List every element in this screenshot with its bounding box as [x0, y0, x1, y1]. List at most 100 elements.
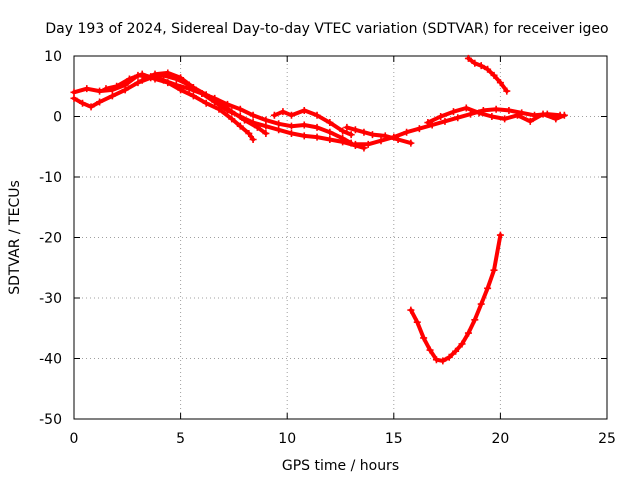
- x-tick-label: 10: [278, 431, 296, 447]
- data-point: [403, 128, 411, 136]
- data-point: [70, 94, 78, 102]
- data-point: [177, 86, 185, 94]
- data-point: [351, 140, 359, 148]
- series-track-j: [407, 231, 504, 365]
- data-point: [300, 106, 308, 114]
- data-point: [413, 318, 421, 326]
- data-point: [339, 134, 347, 142]
- series-track-d: [138, 69, 270, 137]
- y-tick-label: -50: [39, 412, 62, 428]
- data-point: [526, 117, 534, 125]
- data-point: [96, 87, 104, 95]
- data-point: [177, 74, 185, 82]
- data-point: [377, 137, 385, 145]
- data-point: [492, 105, 500, 113]
- data-point: [313, 123, 321, 131]
- data-point: [351, 126, 359, 134]
- data-point: [215, 105, 223, 113]
- data-point: [326, 128, 334, 136]
- data-point: [445, 353, 453, 361]
- data-point: [471, 59, 479, 67]
- data-point: [96, 98, 104, 106]
- data-point: [313, 111, 321, 119]
- data-point: [437, 113, 445, 120]
- data-point: [368, 131, 376, 139]
- y-tick-label: 10: [44, 49, 62, 65]
- data-point: [87, 103, 95, 111]
- data-point: [464, 54, 472, 62]
- data-point: [420, 334, 428, 342]
- data-point: [83, 85, 91, 93]
- data-point: [151, 70, 159, 78]
- data-point: [449, 108, 457, 116]
- series-track-i: [464, 54, 511, 95]
- x-axis-label: GPS time / hours: [282, 458, 399, 474]
- data-point: [249, 135, 257, 143]
- data-point: [484, 284, 492, 292]
- chart-title: Day 193 of 2024, Sidereal Day-to-day VTE…: [45, 21, 608, 37]
- data-point: [70, 88, 78, 96]
- data-point: [189, 83, 197, 91]
- x-tick-label: 25: [598, 431, 616, 447]
- y-tick-label: -10: [39, 170, 62, 186]
- data-point: [326, 119, 334, 127]
- data-point: [300, 132, 308, 140]
- data-point: [496, 231, 504, 239]
- data-point: [164, 79, 172, 87]
- data-point: [339, 127, 347, 135]
- data-point: [262, 116, 270, 124]
- x-tick-label: 0: [70, 431, 79, 447]
- data-point: [490, 266, 498, 274]
- x-tick-label: 5: [176, 431, 185, 447]
- data-point: [488, 113, 496, 120]
- x-tick-label: 20: [491, 431, 509, 447]
- data-point: [513, 111, 521, 119]
- y-axis-label: SDTVAR / TECUs: [7, 180, 23, 295]
- data-point: [477, 300, 485, 308]
- data-point: [164, 69, 172, 77]
- data-point: [360, 128, 368, 136]
- series-line: [425, 106, 567, 125]
- data-point: [426, 346, 434, 354]
- data-point: [249, 111, 257, 119]
- data-point: [452, 347, 460, 355]
- data-point: [134, 79, 142, 87]
- data-point: [279, 108, 287, 116]
- data-point: [441, 117, 449, 125]
- x-tick-label: 15: [385, 431, 403, 447]
- data-point: [439, 357, 447, 365]
- data-point: [347, 131, 355, 139]
- y-tick-label: -30: [39, 291, 62, 307]
- data-point: [407, 306, 415, 314]
- axis-ticks: 0 5 10 15 20 25 -50 -40 -30 -20 -10 0 10: [39, 49, 616, 447]
- y-tick-label: 0: [53, 110, 62, 126]
- data-point: [471, 316, 479, 324]
- data-point: [424, 119, 432, 127]
- data-point: [228, 115, 236, 123]
- data-point: [262, 122, 270, 130]
- data-point: [503, 87, 511, 95]
- data-point: [202, 91, 210, 99]
- data-point: [270, 111, 278, 119]
- data-point: [313, 133, 321, 141]
- data-point: [505, 106, 513, 114]
- data-point: [236, 105, 244, 113]
- data-point: [241, 116, 249, 124]
- data-point: [215, 98, 223, 106]
- data-point: [458, 340, 466, 348]
- data-point: [138, 70, 146, 78]
- series-track-h: [343, 123, 415, 147]
- series-track-e: [270, 106, 355, 139]
- data-point: [539, 110, 547, 118]
- data-point: [202, 99, 210, 107]
- data-point: [228, 108, 236, 116]
- y-tick-label: -20: [39, 231, 62, 247]
- data-point: [381, 132, 389, 140]
- data-point: [253, 123, 261, 131]
- data-point: [108, 92, 116, 100]
- data-point: [462, 104, 470, 112]
- data-point: [484, 65, 492, 73]
- data-point: [275, 120, 283, 128]
